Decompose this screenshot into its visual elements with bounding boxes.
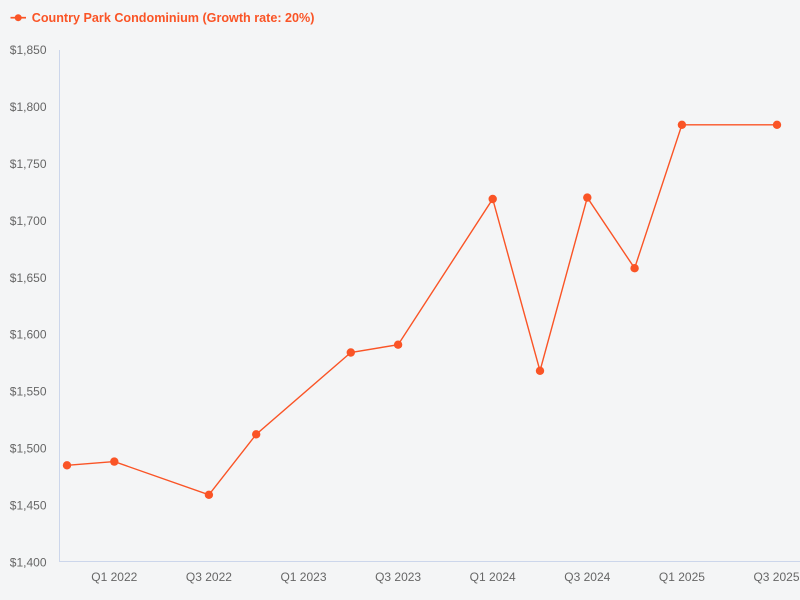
svg-text:$1,700: $1,700: [10, 214, 47, 228]
svg-text:$1,650: $1,650: [10, 271, 47, 285]
svg-text:Q3 2022: Q3 2022: [186, 570, 232, 584]
svg-text:$1,550: $1,550: [10, 385, 47, 399]
svg-text:Q3 2024: Q3 2024: [564, 570, 610, 584]
svg-text:Q1 2023: Q1 2023: [280, 570, 326, 584]
svg-text:Q1 2025: Q1 2025: [659, 570, 705, 584]
svg-text:$1,750: $1,750: [10, 157, 47, 171]
svg-text:Q1 2022: Q1 2022: [91, 570, 137, 584]
svg-text:Q3 2023: Q3 2023: [375, 570, 421, 584]
svg-text:Q3 2025: Q3 2025: [753, 570, 799, 584]
svg-text:$1,400: $1,400: [10, 555, 47, 569]
svg-text:$1,800: $1,800: [10, 100, 47, 114]
svg-text:Q1 2024: Q1 2024: [470, 570, 516, 584]
svg-text:$1,450: $1,450: [10, 499, 47, 513]
svg-text:$1,850: $1,850: [10, 43, 47, 57]
svg-text:Country Park Condominium (Grow: Country Park Condominium (Growth rate: 2…: [32, 11, 315, 25]
svg-text:$1,600: $1,600: [10, 328, 47, 342]
svg-text:$1,500: $1,500: [10, 442, 47, 456]
